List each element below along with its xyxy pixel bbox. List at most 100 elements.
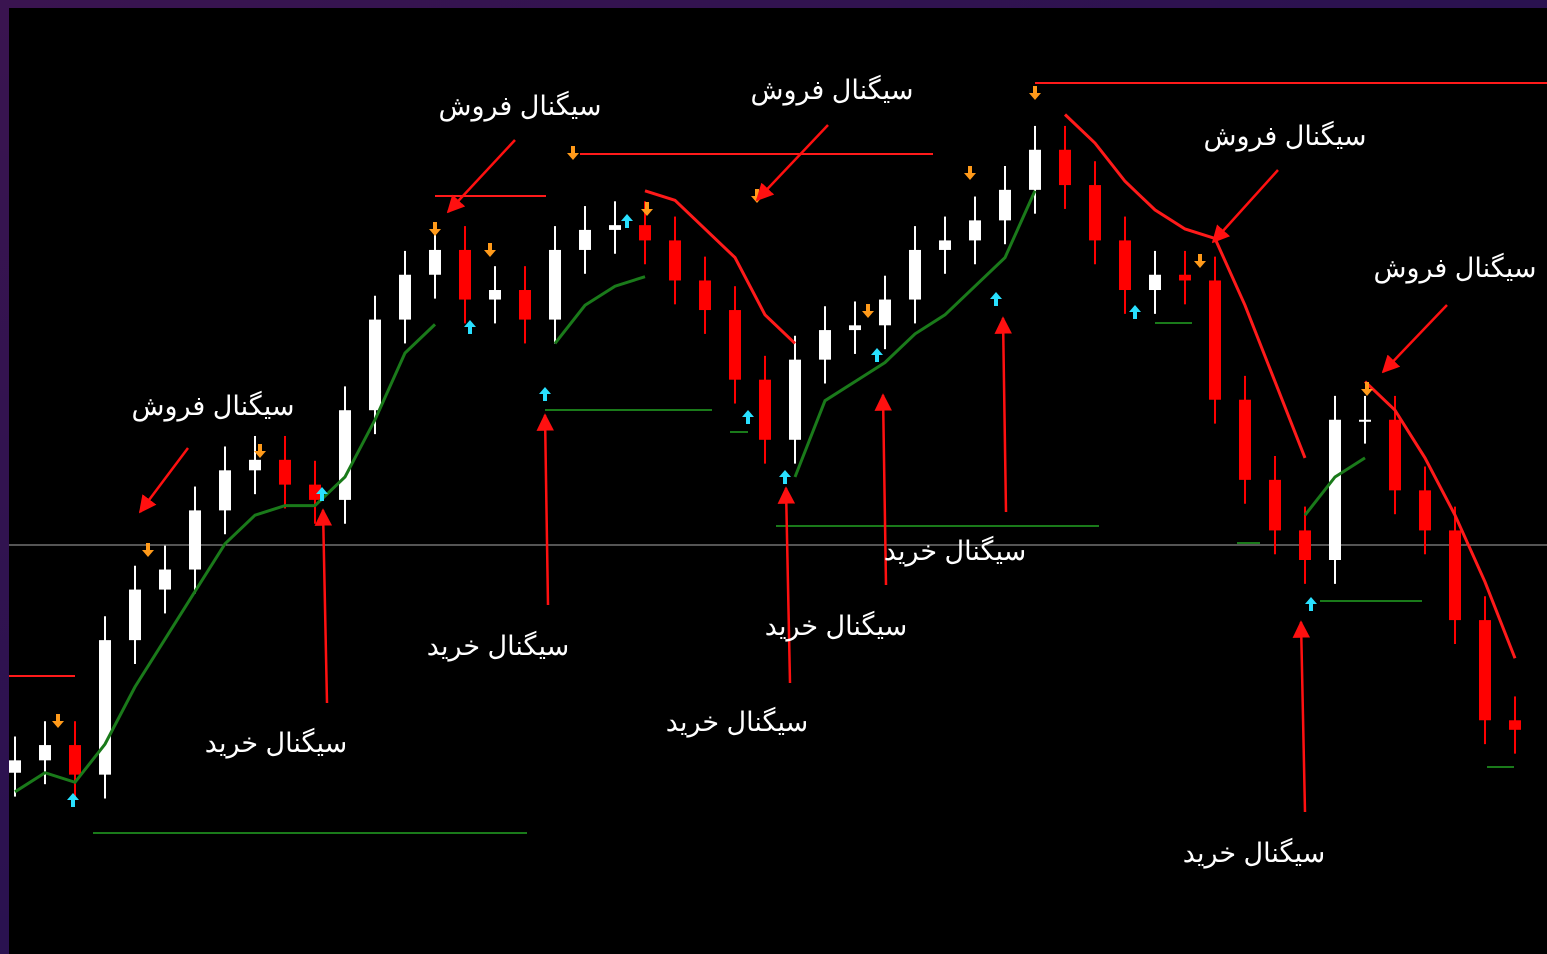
candle-body — [1239, 399, 1251, 480]
candle-body — [1149, 274, 1161, 291]
candle-body — [99, 640, 111, 775]
buy-signal — [1129, 305, 1141, 319]
annotation-arrow — [138, 447, 189, 514]
buy-signal — [621, 214, 633, 228]
candle-body — [759, 379, 771, 440]
candle-body — [969, 220, 981, 241]
indicator-line — [1363, 380, 1517, 659]
candle-body — [879, 299, 891, 326]
annotation-arrow — [1381, 304, 1448, 374]
annotation: سيگنال فروش — [1374, 252, 1537, 284]
candle-body — [549, 249, 561, 320]
sell-signal — [641, 202, 653, 216]
candle-body — [609, 225, 621, 230]
candle-body — [819, 330, 831, 360]
sell-signal — [142, 543, 154, 557]
indicator-line — [644, 189, 797, 345]
indicator-line — [793, 190, 1037, 478]
sell-signal — [567, 146, 579, 160]
candle-body — [1479, 620, 1491, 721]
candle-body — [1089, 185, 1101, 241]
candle-body — [1389, 419, 1401, 491]
candle-body — [849, 325, 861, 331]
sell-signal — [1361, 382, 1373, 396]
candle-body — [999, 189, 1011, 221]
annotation: سيگنال خريد — [765, 610, 907, 642]
sell-signal — [1029, 86, 1041, 100]
buy-signal — [67, 793, 79, 807]
candle-body — [279, 459, 291, 485]
candle-body — [519, 290, 531, 320]
sell-signal — [1194, 254, 1206, 268]
candle-body — [1449, 530, 1461, 621]
annotation-arrow — [314, 508, 333, 704]
annotation-arrow — [1211, 169, 1279, 244]
indicator-line — [1303, 456, 1366, 517]
annotation-arrow — [446, 139, 516, 214]
candle-body — [9, 760, 21, 773]
buy-signal — [990, 292, 1002, 306]
candle-body — [639, 225, 651, 241]
buy-signal — [742, 410, 754, 424]
candle-body — [129, 589, 141, 641]
candle-body — [1029, 149, 1041, 190]
candle-body — [1119, 240, 1131, 291]
annotation: سيگنال فروش — [439, 90, 602, 122]
buy-signal — [464, 320, 476, 334]
annotation-arrow — [755, 124, 829, 202]
candle-body — [339, 410, 351, 500]
annotation-arrow — [1292, 620, 1311, 813]
sell-signal — [52, 714, 64, 728]
candle-body — [39, 745, 51, 761]
candle-body — [1059, 149, 1071, 186]
sell-signal — [254, 444, 266, 458]
candle-body — [1269, 479, 1281, 531]
annotation: سيگنال خريد — [884, 535, 1026, 567]
candle-body — [699, 280, 711, 311]
candle-body — [1299, 530, 1311, 560]
annotation: سيگنال فروش — [751, 74, 914, 106]
annotation-arrow — [874, 393, 892, 586]
candle-body — [729, 310, 741, 380]
candle-body — [909, 249, 921, 300]
candle-body — [1209, 280, 1221, 400]
annotation-arrow — [994, 316, 1012, 513]
candle-body — [1419, 490, 1431, 531]
annotation: سيگنال فروش — [132, 390, 295, 422]
candle-body — [789, 359, 801, 440]
annotation: سيگنال خريد — [1183, 837, 1325, 869]
sell-signal — [429, 222, 441, 236]
sell-signal — [964, 166, 976, 180]
candle-body — [1179, 274, 1191, 281]
candle-body — [159, 569, 171, 590]
candle-body — [1509, 720, 1521, 730]
indicator-line — [14, 323, 437, 794]
plot-background — [9, 8, 1547, 954]
candle-body — [579, 229, 591, 250]
candle-body — [1359, 419, 1371, 422]
candle-body — [429, 249, 441, 275]
annotation: سيگنال خريد — [205, 727, 347, 759]
indicator-line — [553, 275, 646, 345]
candle-body — [189, 510, 201, 570]
candle-body — [399, 274, 411, 320]
buy-signal — [779, 470, 791, 484]
candle-body — [369, 319, 381, 411]
annotation: سيگنال خريد — [427, 630, 569, 662]
buy-signal — [539, 387, 551, 401]
candle-body — [459, 249, 471, 300]
candle-body — [309, 484, 321, 500]
buy-signal — [316, 487, 328, 501]
annotation-arrow — [777, 486, 796, 684]
candle-body — [249, 459, 261, 471]
annotation-arrow — [536, 413, 554, 606]
indicator-line — [1063, 113, 1307, 459]
candle-body — [219, 470, 231, 511]
candle-body — [939, 240, 951, 250]
candle-body — [669, 240, 681, 281]
sell-signal — [862, 304, 874, 318]
candle-body — [69, 745, 81, 775]
candle-body — [489, 290, 501, 300]
annotation: سيگنال خريد — [666, 706, 808, 738]
